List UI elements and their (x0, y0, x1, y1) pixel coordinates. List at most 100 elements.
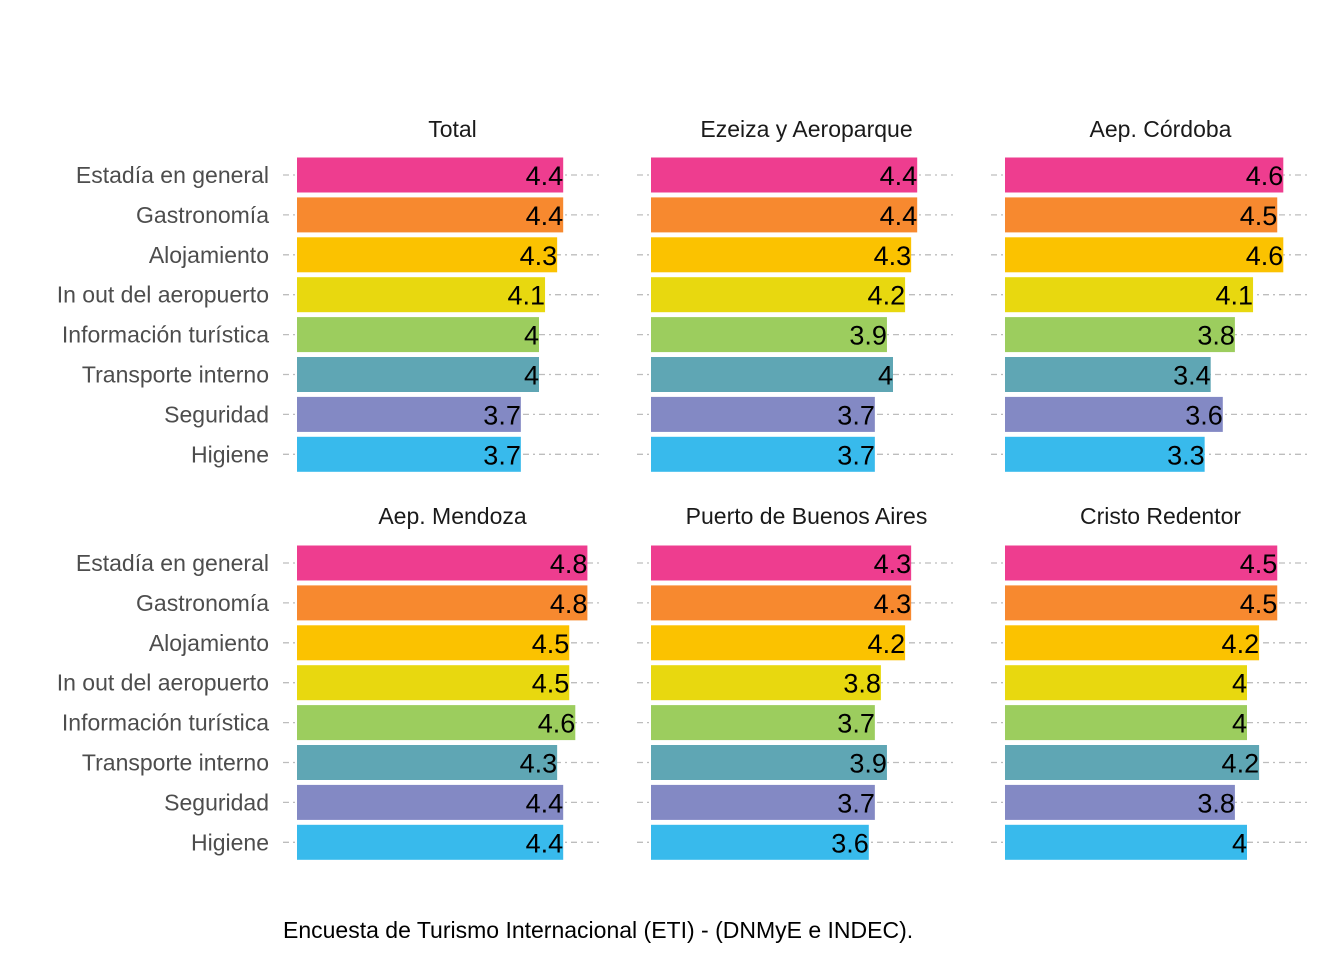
bar (297, 197, 564, 233)
data-label: 3.7 (483, 440, 521, 470)
bar (1005, 436, 1205, 472)
bar (297, 545, 588, 581)
data-label: 4.8 (550, 549, 588, 579)
data-label: 3.7 (483, 400, 521, 430)
category-label: Higiene (191, 441, 269, 467)
data-label: 3.6 (1185, 400, 1223, 430)
data-label: 4.1 (508, 281, 546, 311)
data-label: 4 (524, 321, 539, 351)
bar (1005, 585, 1278, 621)
bar (651, 665, 881, 701)
bar (651, 784, 875, 820)
category-label: Gastronomía (136, 590, 269, 616)
bar (1005, 396, 1223, 432)
chart-caption: Encuesta de Turismo Internacional (ETI) … (283, 917, 914, 943)
data-label: 3.8 (843, 669, 881, 699)
bar (651, 277, 906, 313)
bar (651, 585, 912, 621)
data-label: 4.2 (1222, 749, 1260, 779)
bar (297, 824, 564, 860)
bar (1005, 545, 1278, 581)
bar (1005, 665, 1247, 701)
bar (1005, 784, 1235, 820)
data-label: 4.5 (1240, 589, 1278, 619)
bar (651, 705, 875, 741)
bar (651, 745, 887, 780)
category-label: Transporte interno (82, 750, 269, 776)
data-label: 4.3 (520, 749, 558, 779)
bar (297, 396, 521, 432)
bar (297, 705, 576, 741)
bar (1005, 317, 1235, 353)
bar (297, 237, 558, 273)
data-label: 3.3 (1167, 440, 1205, 470)
bar (1005, 745, 1260, 780)
data-label: 4 (1232, 828, 1247, 858)
data-label: 4.3 (874, 589, 912, 619)
bar (651, 824, 869, 860)
data-label: 3.9 (849, 749, 887, 779)
data-label: 4.8 (550, 589, 588, 619)
bar (297, 157, 564, 193)
data-label: 4.6 (1246, 161, 1284, 191)
data-label: 4.2 (868, 629, 906, 659)
bar (651, 357, 893, 392)
data-label: 4.3 (520, 241, 558, 271)
data-label: 4 (878, 361, 893, 391)
facet-title: Aep. Córdoba (1090, 116, 1232, 142)
bar (1005, 277, 1254, 313)
bar (1005, 705, 1247, 741)
bar (651, 237, 912, 273)
bar (297, 436, 521, 472)
data-label: 4.6 (1246, 241, 1284, 271)
data-label: 4.5 (532, 669, 570, 699)
bar (297, 357, 539, 392)
data-label: 4.4 (526, 161, 564, 191)
bar (297, 625, 570, 661)
data-label: 4.5 (1240, 201, 1278, 231)
category-label: Información turística (62, 710, 269, 736)
category-label: Seguridad (164, 789, 269, 815)
data-label: 4.4 (880, 161, 918, 191)
bar (1005, 157, 1284, 193)
facet-title: Total (428, 116, 477, 142)
category-label: Alojamiento (149, 630, 269, 656)
bar (651, 545, 912, 581)
data-label: 4.2 (868, 281, 906, 311)
data-label: 4.4 (526, 828, 564, 858)
bar (1005, 237, 1284, 273)
data-label: 4.3 (874, 549, 912, 579)
data-label: 4.5 (1240, 549, 1278, 579)
data-label: 3.7 (837, 709, 875, 739)
category-label: Estadía en general (76, 550, 269, 576)
data-label: 4.4 (526, 788, 564, 818)
data-label: 4 (1232, 709, 1247, 739)
data-label: 4.5 (532, 629, 570, 659)
bar (1005, 357, 1211, 392)
category-label: In out del aeropuerto (57, 670, 269, 696)
category-label: Transporte interno (82, 362, 269, 388)
bar (297, 317, 539, 353)
category-label: Higiene (191, 829, 269, 855)
bar (297, 665, 570, 701)
facet-title: Aep. Mendoza (378, 503, 527, 529)
bar (651, 396, 875, 432)
data-label: 3.9 (849, 321, 887, 351)
bar (651, 436, 875, 472)
data-label: 3.7 (837, 788, 875, 818)
data-label: 3.7 (837, 400, 875, 430)
category-label: Gastronomía (136, 202, 269, 228)
data-label: 3.4 (1173, 361, 1211, 391)
data-label: 3.6 (831, 828, 869, 858)
facet-title: Cristo Redentor (1080, 503, 1241, 529)
category-label: Información turística (62, 322, 269, 348)
data-label: 4.2 (1222, 629, 1260, 659)
category-label: In out del aeropuerto (57, 282, 269, 308)
data-label: 4.3 (874, 241, 912, 271)
bar (1005, 197, 1278, 233)
bar (651, 317, 887, 353)
data-label: 3.8 (1197, 321, 1235, 351)
category-label: Alojamiento (149, 242, 269, 268)
data-label: 4 (1232, 669, 1247, 699)
data-label: 4.6 (538, 709, 576, 739)
